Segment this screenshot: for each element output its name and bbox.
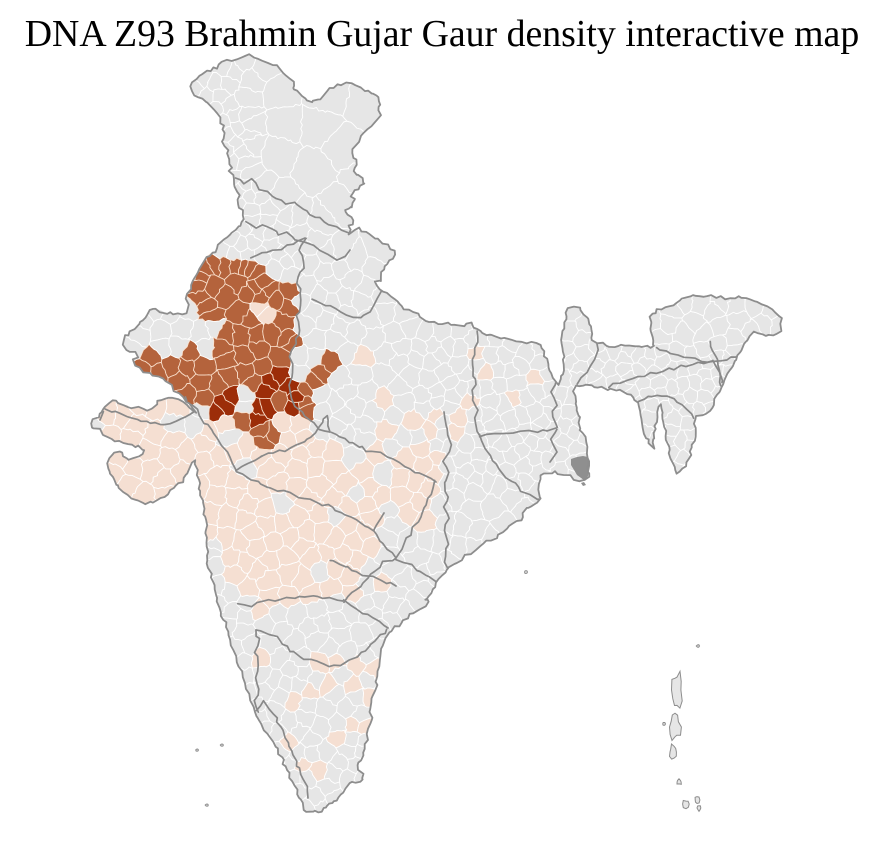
svg-text:DNA Z93 Brahmin Gujar Gaur den: DNA Z93 Brahmin Gujar Gaur density inter… (25, 13, 859, 55)
